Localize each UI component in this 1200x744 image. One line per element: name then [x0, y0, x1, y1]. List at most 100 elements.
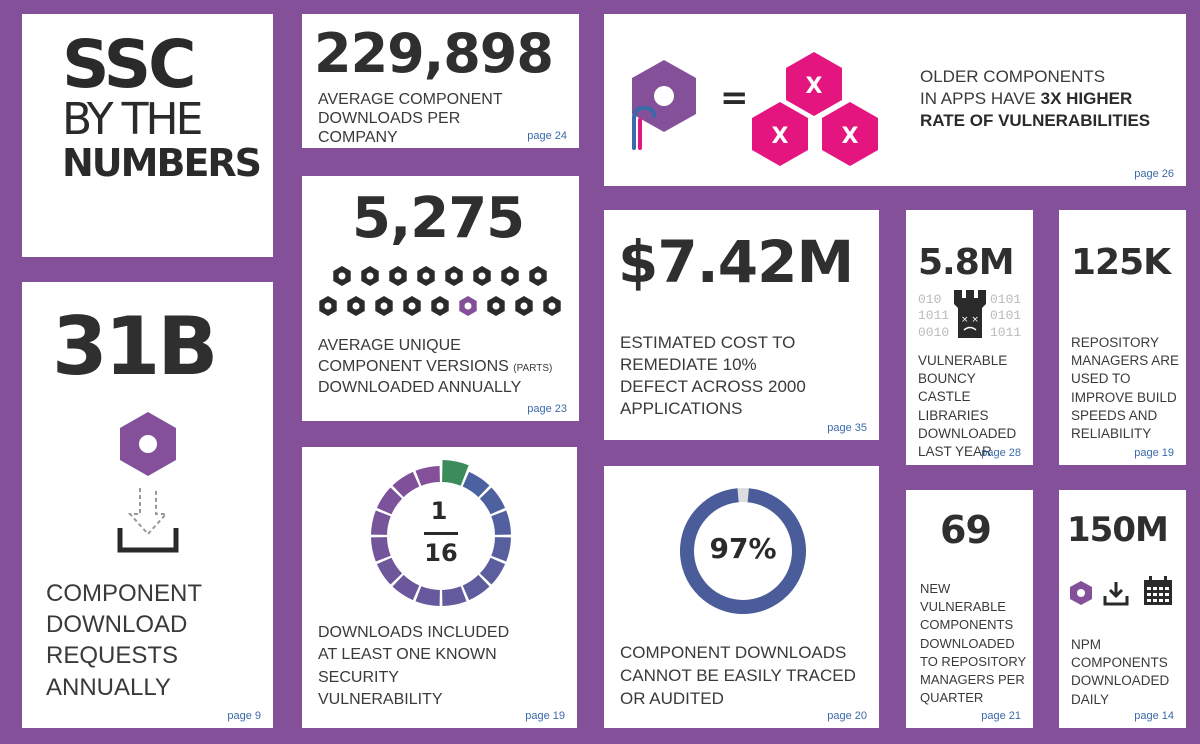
traced-page: page 20 [827, 710, 867, 722]
vuln-card: 1 16 DOWNLOADS INCLUDED AT LEAST ONE KNO… [302, 447, 577, 728]
older-label: OLDER COMPONENTS IN APPS HAVE 3X HIGHER … [920, 66, 1150, 132]
requests-value: 31B [52, 300, 218, 393]
component-hex-icon [120, 412, 176, 476]
versions-line2: COMPONENT VERSIONS (PARTS) [318, 357, 553, 375]
vulnerable-x-icons: X X X [752, 52, 878, 166]
traced-ring-arc [680, 488, 806, 614]
new-vuln-page: page 21 [981, 710, 1021, 722]
vuln-numerator: 1 [430, 497, 448, 525]
requests-card: 31B COMPONENT DOWNLOAD REQUESTS ANNUALLY… [22, 282, 273, 728]
castle-icon: × × [954, 290, 986, 338]
svg-text:X: X [772, 124, 789, 149]
bouncy-page: page 28 [981, 447, 1021, 459]
version-hex [445, 266, 463, 286]
traced-ring [680, 488, 806, 614]
vuln-ring-segment [376, 487, 403, 515]
versions-value: 5,275 [352, 186, 525, 251]
older-page: page 26 [1134, 168, 1174, 180]
vuln-ring-segment-highlight [442, 460, 469, 486]
versions-card: 5,275 AVERAGE UNIQUE COMPONENT VERSIONS … [302, 176, 579, 421]
npm-value: 150M [1067, 510, 1169, 550]
vuln-ring-segment [376, 557, 403, 585]
vuln-ring-segment [371, 510, 391, 535]
vuln-ring-segment [371, 537, 391, 562]
downloads-page: page 24 [527, 130, 567, 142]
cost-card: $7.42M ESTIMATED COST TO REMEDIATE 10% D… [604, 210, 879, 440]
version-hex [417, 266, 435, 286]
older-highlight: 3X HIGHER [1040, 89, 1133, 109]
version-hex [403, 296, 421, 316]
npm-card: 150M NPM COMPONENTS DOWNLOADED DAILY pag… [1059, 490, 1186, 728]
downloads-card: 229,898 AVERAGE COMPONENT DOWNLOADS PER … [302, 14, 579, 148]
repo-card: 125K REPOSITORY MANAGERS ARE USED TO IMP… [1059, 210, 1186, 465]
svg-text:X: X [842, 124, 859, 149]
version-hex-grid [319, 266, 561, 316]
version-hex [487, 296, 505, 316]
older-card: = X X X OLDER COMPONENTS IN APPS HAVE 3X… [604, 14, 1186, 186]
vuln-ring-segment [415, 466, 440, 486]
cost-page: page 35 [827, 422, 867, 434]
version-hex [347, 296, 365, 316]
npm-page: page 14 [1134, 710, 1174, 722]
x-hex-top: X [786, 52, 842, 116]
vuln-page: page 19 [525, 710, 565, 722]
version-hex [501, 266, 519, 286]
vuln-ring [371, 460, 511, 606]
repo-value: 125K [1071, 242, 1171, 283]
traced-value: 97% [709, 532, 777, 565]
version-hex [515, 296, 533, 316]
traced-label: COMPONENT DOWNLOADS CANNOT BE EASILY TRA… [620, 643, 856, 708]
binary-right: 0101 0101 1011 [990, 292, 1022, 340]
downloads-value: 229,898 [314, 22, 554, 85]
vuln-ring-segment [479, 557, 506, 585]
bouncy-value: 5.8M [918, 242, 1015, 283]
x-hex-right: X [822, 102, 878, 166]
title-bythe: BY THE [62, 94, 203, 145]
older-line1: OLDER COMPONENTS [920, 67, 1106, 86]
repo-label: REPOSITORY MANAGERS ARE USED TO IMPROVE … [1071, 335, 1180, 442]
repo-page: page 19 [1134, 447, 1174, 459]
version-hex [543, 296, 561, 316]
version-hex [361, 266, 379, 286]
vuln-ring-segment [491, 537, 511, 562]
versions-line3: DOWNLOADED ANNUALLY [318, 378, 522, 396]
download-tray-icon [117, 488, 179, 553]
older-line2: IN APPS HAVE 3X HIGHER [920, 89, 1133, 109]
npm-hex-icon [1070, 581, 1092, 605]
vuln-ring-segment [392, 574, 420, 601]
new-vuln-card: 69 NEW VULNERABLE COMPONENTS DOWNLOADED … [906, 490, 1033, 728]
version-hex [431, 296, 449, 316]
vuln-ring-segment [415, 586, 440, 606]
x-hex-left: X [752, 102, 808, 166]
vuln-denominator: 16 [424, 539, 458, 567]
requests-label: COMPONENT DOWNLOAD REQUESTS ANNUALLY [46, 580, 202, 701]
binary-left: 010 1011 0010 [918, 292, 950, 340]
version-hex [333, 266, 351, 286]
bouncy-label: VULNERABLE BOUNCY CASTLE LIBRARIES DOWNL… [918, 353, 1017, 460]
version-hex-highlight [459, 296, 477, 316]
traced-card: 97% COMPONENT DOWNLOADS CANNOT BE EASILY… [604, 466, 879, 728]
npm-label: NPM COMPONENTS DOWNLOADED DAILY [1071, 637, 1170, 707]
version-hex [319, 296, 337, 316]
versions-small: (PARTS) [513, 362, 553, 374]
title-numbers: NUMBERS [62, 141, 262, 185]
bouncy-card: 5.8M 010 1011 0010 0101 0101 1011 × × VULNER… [906, 210, 1033, 465]
cost-value: $7.42M [618, 228, 854, 296]
downloads-label: AVERAGE COMPONENT DOWNLOADS PER COMPANY [318, 91, 503, 147]
versions-line1: AVERAGE UNIQUE [318, 337, 461, 354]
vuln-ring-segment [462, 471, 490, 498]
vuln-label: DOWNLOADS INCLUDED AT LEAST ONE KNOWN SE… [318, 624, 510, 709]
version-hex [529, 266, 547, 286]
new-vuln-label: NEW VULNERABLE COMPONENTS DOWNLOADED TO … [920, 581, 1026, 706]
vuln-ring-segment [491, 510, 511, 535]
versions-page: page 23 [527, 403, 567, 415]
svg-text:× ×: × × [961, 315, 979, 325]
vuln-ring-segment [392, 471, 420, 498]
vuln-ring-segment [462, 574, 490, 601]
cost-label: ESTIMATED COST TO REMEDIATE 10% DEFECT A… [620, 333, 806, 419]
vuln-ring-segment [442, 586, 467, 606]
vuln-ring-segment [479, 487, 506, 515]
older-component-icon [632, 60, 696, 150]
version-hex [473, 266, 491, 286]
calendar-icon [1144, 576, 1172, 605]
